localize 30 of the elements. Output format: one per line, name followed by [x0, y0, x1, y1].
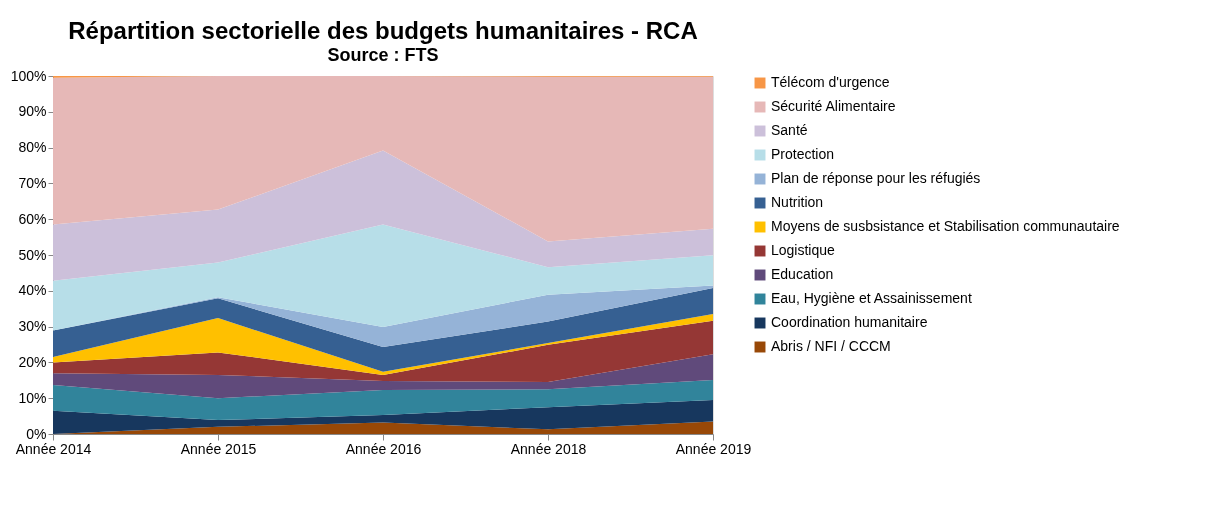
- chart-subtitle: Source : FTS: [327, 45, 439, 65]
- x-tick-label: Année 2016: [345, 440, 422, 457]
- y-tick-label: 40%: [18, 282, 47, 299]
- legend-label: Moyens de susbsistance et Stabilisation communautaire: [771, 218, 1120, 234]
- legend-label: Eau, Hygiène et Assainissement: [771, 290, 972, 306]
- legend-label: Protection: [771, 146, 835, 162]
- legend-label: Plan de réponse pour les réfugiés: [771, 170, 981, 186]
- y-tick-label: 50%: [18, 246, 47, 263]
- y-tick-label: 20%: [18, 353, 47, 370]
- y-tick-label: 100%: [10, 67, 47, 84]
- legend-label: Télécom d'urgence: [771, 74, 890, 90]
- legend-label: Sécurité Alimentaire: [771, 98, 896, 114]
- y-tick-label: 90%: [18, 103, 47, 120]
- legend-label: Santé: [771, 122, 808, 138]
- legend-label: Logistique: [771, 242, 836, 258]
- x-tick-label: Année 2018: [510, 440, 587, 457]
- legend-label: Abris / NFI / CCCM: [771, 338, 891, 354]
- y-tick-label: 60%: [18, 210, 47, 227]
- chart-title: Répartition sectorielle des budgets humanitaires - RCA: [68, 17, 698, 44]
- y-tick-label: 30%: [18, 318, 47, 335]
- y-tick-label: 0%: [26, 425, 47, 442]
- legend-label: Coordination humanitaire: [771, 314, 928, 330]
- x-tick-label: Année 2014: [15, 440, 92, 457]
- legend-label: Education: [771, 266, 834, 282]
- y-tick-label: 10%: [18, 389, 47, 406]
- x-tick-label: Année 2015: [180, 440, 257, 457]
- y-tick-label: 80%: [18, 139, 47, 156]
- legend-label: Nutrition: [771, 194, 824, 210]
- y-tick-label: 70%: [18, 174, 47, 191]
- x-tick-label: Année 2019: [675, 440, 752, 457]
